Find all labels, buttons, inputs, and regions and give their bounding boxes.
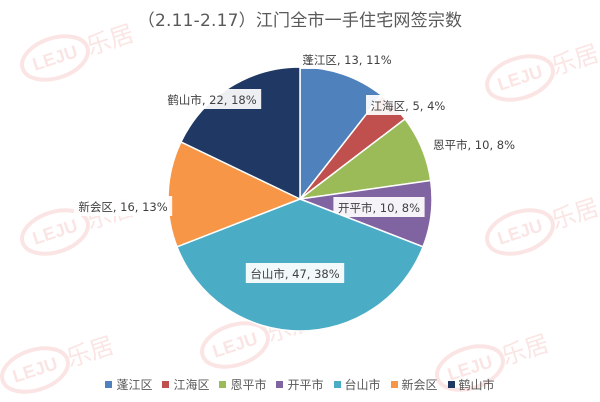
data-label-蓬江区: 蓬江区, 13, 11% [302,53,391,67]
legend-label: 恩平市 [230,378,267,392]
pie-slice-鹤山市 [179,66,301,201]
legend-label: 台山市 [344,378,381,392]
data-label-鹤山市: 鹤山市, 22, 18% [167,93,256,107]
data-label-开平市: 开平市, 10, 8% [338,201,420,215]
data-label-bg-台山市 [245,263,345,283]
legend-item-恩平市: 恩平市 [219,376,266,393]
data-label-bg-蓬江区 [297,49,397,69]
legend-item-新会区: 新会区 [390,376,438,393]
legend-item-台山市: 台山市 [333,376,381,393]
legend-swatch [447,381,455,388]
data-label-bg-鹤山市 [162,89,262,109]
legend-label: 开平市 [287,378,324,392]
legend-item-开平市: 开平市 [276,376,324,393]
data-label-恩平市: 恩平市, 10, 8% [433,138,515,152]
legend-swatch [162,381,170,388]
data-label-新会区: 新会区, 16, 13% [78,200,167,214]
data-label-bg-江海区 [366,95,450,115]
legend-label: 蓬江区 [116,378,153,392]
data-label-江海区: 江海区, 5, 4% [371,99,446,113]
legend-swatch [333,381,341,388]
legend-label: 江海区 [173,378,210,392]
chart-title: （2.11-2.17）江门全市一手住宅网签宗数 [137,11,463,31]
legend-item-鹤山市: 鹤山市 [447,376,495,393]
chart-legend: 蓬江区 江海区 恩平市 开平市 台山市 新会区 鹤山市 [0,376,600,393]
legend-item-江海区: 江海区 [162,376,209,393]
legend-label: 鹤山市 [458,378,495,392]
legend-swatch [390,381,398,388]
data-label-bg-恩平市 [428,134,520,154]
data-label-bg-新会区 [73,196,173,216]
legend-swatch [276,381,284,388]
data-label-bg-开平市 [333,197,425,217]
legend-swatch [105,381,113,388]
legend-swatch [219,381,227,388]
data-label-台山市: 台山市, 47, 38% [250,267,339,281]
legend-label: 新会区 [401,378,438,392]
pie-slice-新会区 [167,140,302,248]
legend-item-蓬江区: 蓬江区 [105,376,152,393]
